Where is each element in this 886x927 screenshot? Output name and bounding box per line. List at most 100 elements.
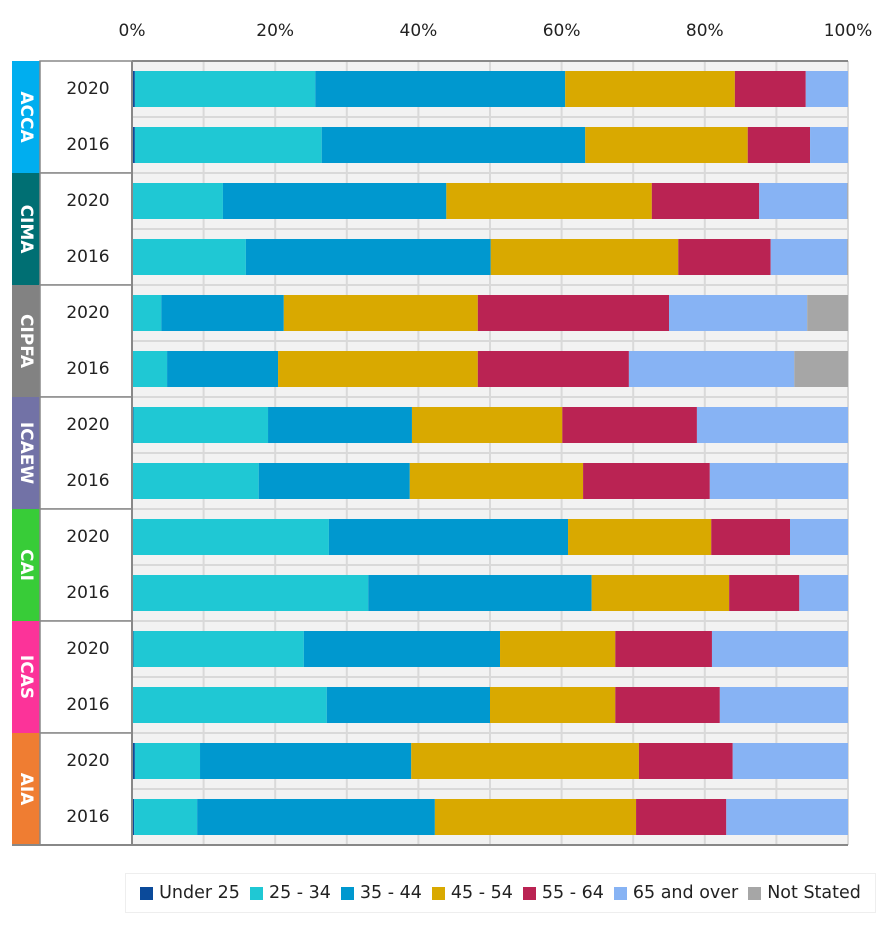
x-tick-label: 60% (543, 21, 581, 41)
year-label: 2020 (66, 415, 109, 435)
bar-segment (799, 575, 848, 611)
legend-swatch (748, 886, 762, 900)
bar-segment (167, 351, 279, 387)
bar-segment (847, 239, 848, 275)
bar-segment (807, 295, 848, 331)
bar-segment (434, 799, 637, 835)
bar-segment (411, 743, 639, 779)
legend-label: Not Stated (767, 883, 861, 903)
bar-segment (669, 295, 808, 331)
bar-segment (132, 295, 162, 331)
legend-swatch (431, 886, 445, 900)
bar-segment (591, 575, 730, 611)
bar-segment (490, 239, 679, 275)
group-band-acca (12, 61, 40, 173)
legend-label: 65 and over (632, 883, 739, 903)
bar-segment (770, 239, 848, 275)
bar-segment (132, 71, 135, 107)
bar-segment (368, 575, 592, 611)
bar-segment (726, 799, 848, 835)
legend-item: 55 - 64 (522, 883, 604, 903)
year-label: 2016 (66, 135, 109, 155)
group-label: AIA (16, 773, 36, 806)
bar-segment (583, 463, 710, 499)
group-band-aia (12, 733, 40, 845)
bar-segment (565, 71, 735, 107)
x-tick-label: 20% (256, 21, 294, 41)
bar-segment (268, 407, 412, 443)
bar-segment (132, 519, 329, 555)
group-band-icaew (12, 397, 40, 509)
bar-segment (222, 183, 447, 219)
bar-segment (132, 799, 135, 835)
bar-segment (805, 71, 848, 107)
bar-segment (161, 295, 284, 331)
legend-label: 25 - 34 (268, 883, 331, 903)
bar-segment (132, 575, 369, 611)
year-label: 2020 (66, 79, 109, 99)
year-label: 2016 (66, 695, 109, 715)
group-label: CIMA (16, 205, 36, 255)
bar-segment (197, 799, 435, 835)
group-label: ICAEW (16, 422, 36, 485)
year-label: 2016 (66, 471, 109, 491)
x-tick-label: 0% (119, 21, 146, 41)
legend-swatch (613, 886, 627, 900)
bar-segment (258, 463, 410, 499)
bar-segment (132, 183, 223, 219)
year-label: 2016 (66, 359, 109, 379)
bar-segment (732, 743, 848, 779)
bar-segment (490, 687, 616, 723)
legend-item: Not Stated (748, 883, 861, 903)
legend-item: 35 - 44 (340, 883, 422, 903)
group-year-cell (39, 396, 133, 510)
group-band-cai (12, 509, 40, 621)
bar-segment (711, 631, 848, 667)
bar-segment (409, 463, 584, 499)
group-label: ICAS (16, 655, 36, 699)
bar-segment (200, 743, 412, 779)
year-label: 2020 (66, 191, 109, 211)
group-band-icas (12, 621, 40, 733)
legend-label: 45 - 54 (450, 883, 513, 903)
bar-segment (303, 631, 501, 667)
bar-segment (283, 295, 478, 331)
group-band-cima (12, 173, 40, 285)
bar-segment (719, 687, 848, 723)
bar-segment (132, 127, 135, 163)
year-label: 2020 (66, 639, 109, 659)
bar-segment (636, 799, 727, 835)
bar-segment (134, 743, 201, 779)
legend-item: Under 25 (140, 883, 240, 903)
bar-segment (615, 687, 720, 723)
legend-item: 45 - 54 (431, 883, 513, 903)
bar-segment (133, 631, 304, 667)
bar-segment (411, 407, 563, 443)
legend-label: 35 - 44 (359, 883, 422, 903)
bar-segment (326, 687, 490, 723)
bar-segment (562, 407, 697, 443)
bar-segment (729, 575, 800, 611)
bar-segment (790, 519, 848, 555)
legend-label: Under 25 (159, 883, 240, 903)
bar-segment (810, 127, 848, 163)
group-year-cell (39, 60, 133, 174)
group-label: CIPFA (16, 314, 36, 369)
bar-segment (651, 183, 760, 219)
bar-segment (734, 71, 806, 107)
bar-segment (628, 351, 795, 387)
legend-swatch (249, 886, 263, 900)
legend-swatch (522, 886, 536, 900)
group-year-cell (39, 732, 133, 846)
bar-segment (134, 799, 198, 835)
bar-segment (585, 127, 748, 163)
bar-segment (446, 183, 652, 219)
group-band-cipfa (12, 285, 40, 397)
year-label: 2020 (66, 527, 109, 547)
bar-segment (132, 239, 246, 275)
legend-swatch (140, 886, 154, 900)
bar-segment (132, 743, 135, 779)
bar-segment (134, 127, 322, 163)
year-label: 2016 (66, 247, 109, 267)
